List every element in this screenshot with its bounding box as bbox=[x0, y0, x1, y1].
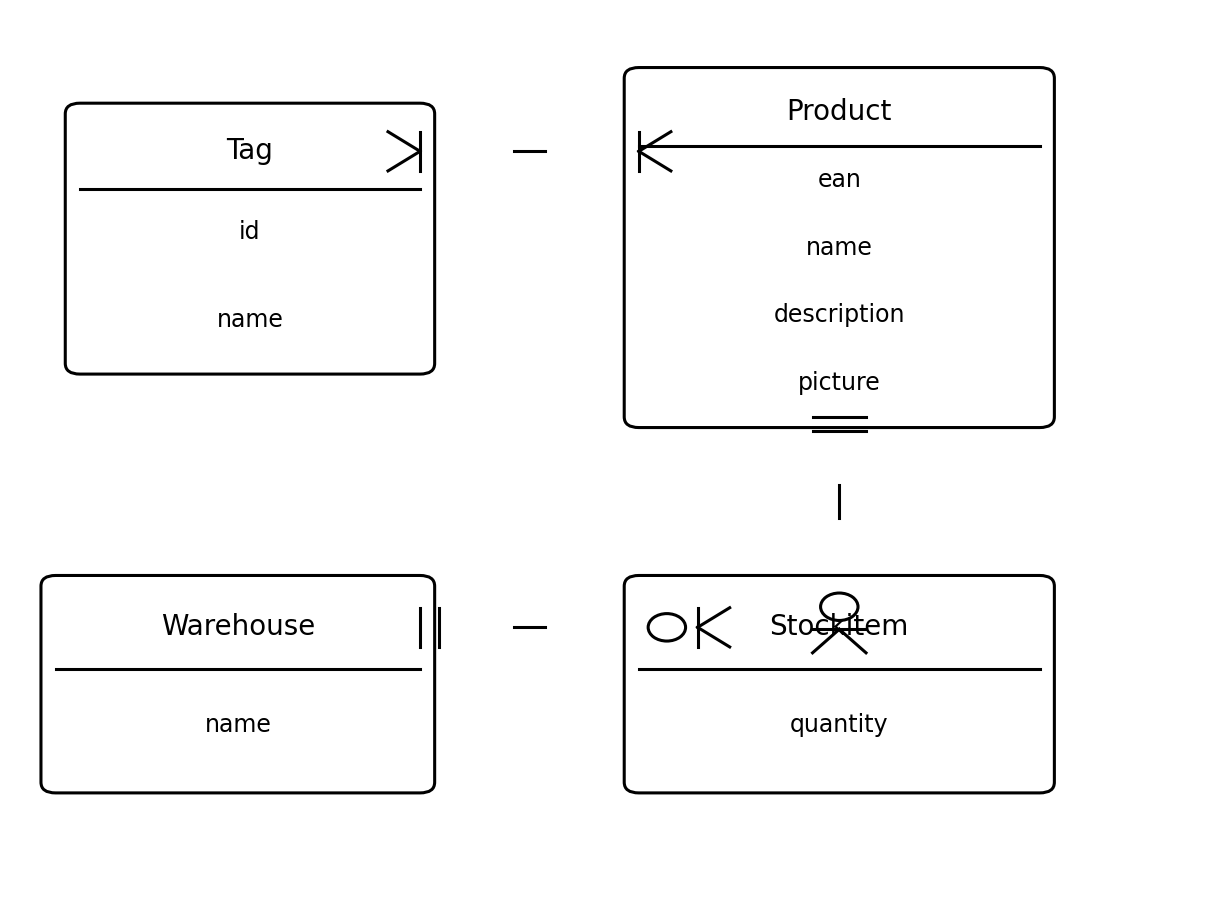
Text: Tag: Tag bbox=[226, 138, 273, 166]
FancyBboxPatch shape bbox=[624, 68, 1054, 427]
FancyBboxPatch shape bbox=[41, 576, 435, 793]
Text: picture: picture bbox=[798, 371, 881, 395]
Text: Stockitem: Stockitem bbox=[769, 614, 909, 642]
Text: quantity: quantity bbox=[790, 713, 889, 738]
Text: ean: ean bbox=[817, 167, 862, 192]
Text: id: id bbox=[240, 221, 261, 244]
FancyBboxPatch shape bbox=[65, 103, 435, 374]
Text: Product: Product bbox=[787, 98, 892, 126]
FancyBboxPatch shape bbox=[624, 576, 1054, 793]
Text: name: name bbox=[806, 235, 873, 260]
Text: Warehouse: Warehouse bbox=[161, 614, 315, 642]
Text: name: name bbox=[204, 713, 272, 738]
Text: description: description bbox=[773, 303, 905, 328]
Text: name: name bbox=[216, 308, 284, 332]
